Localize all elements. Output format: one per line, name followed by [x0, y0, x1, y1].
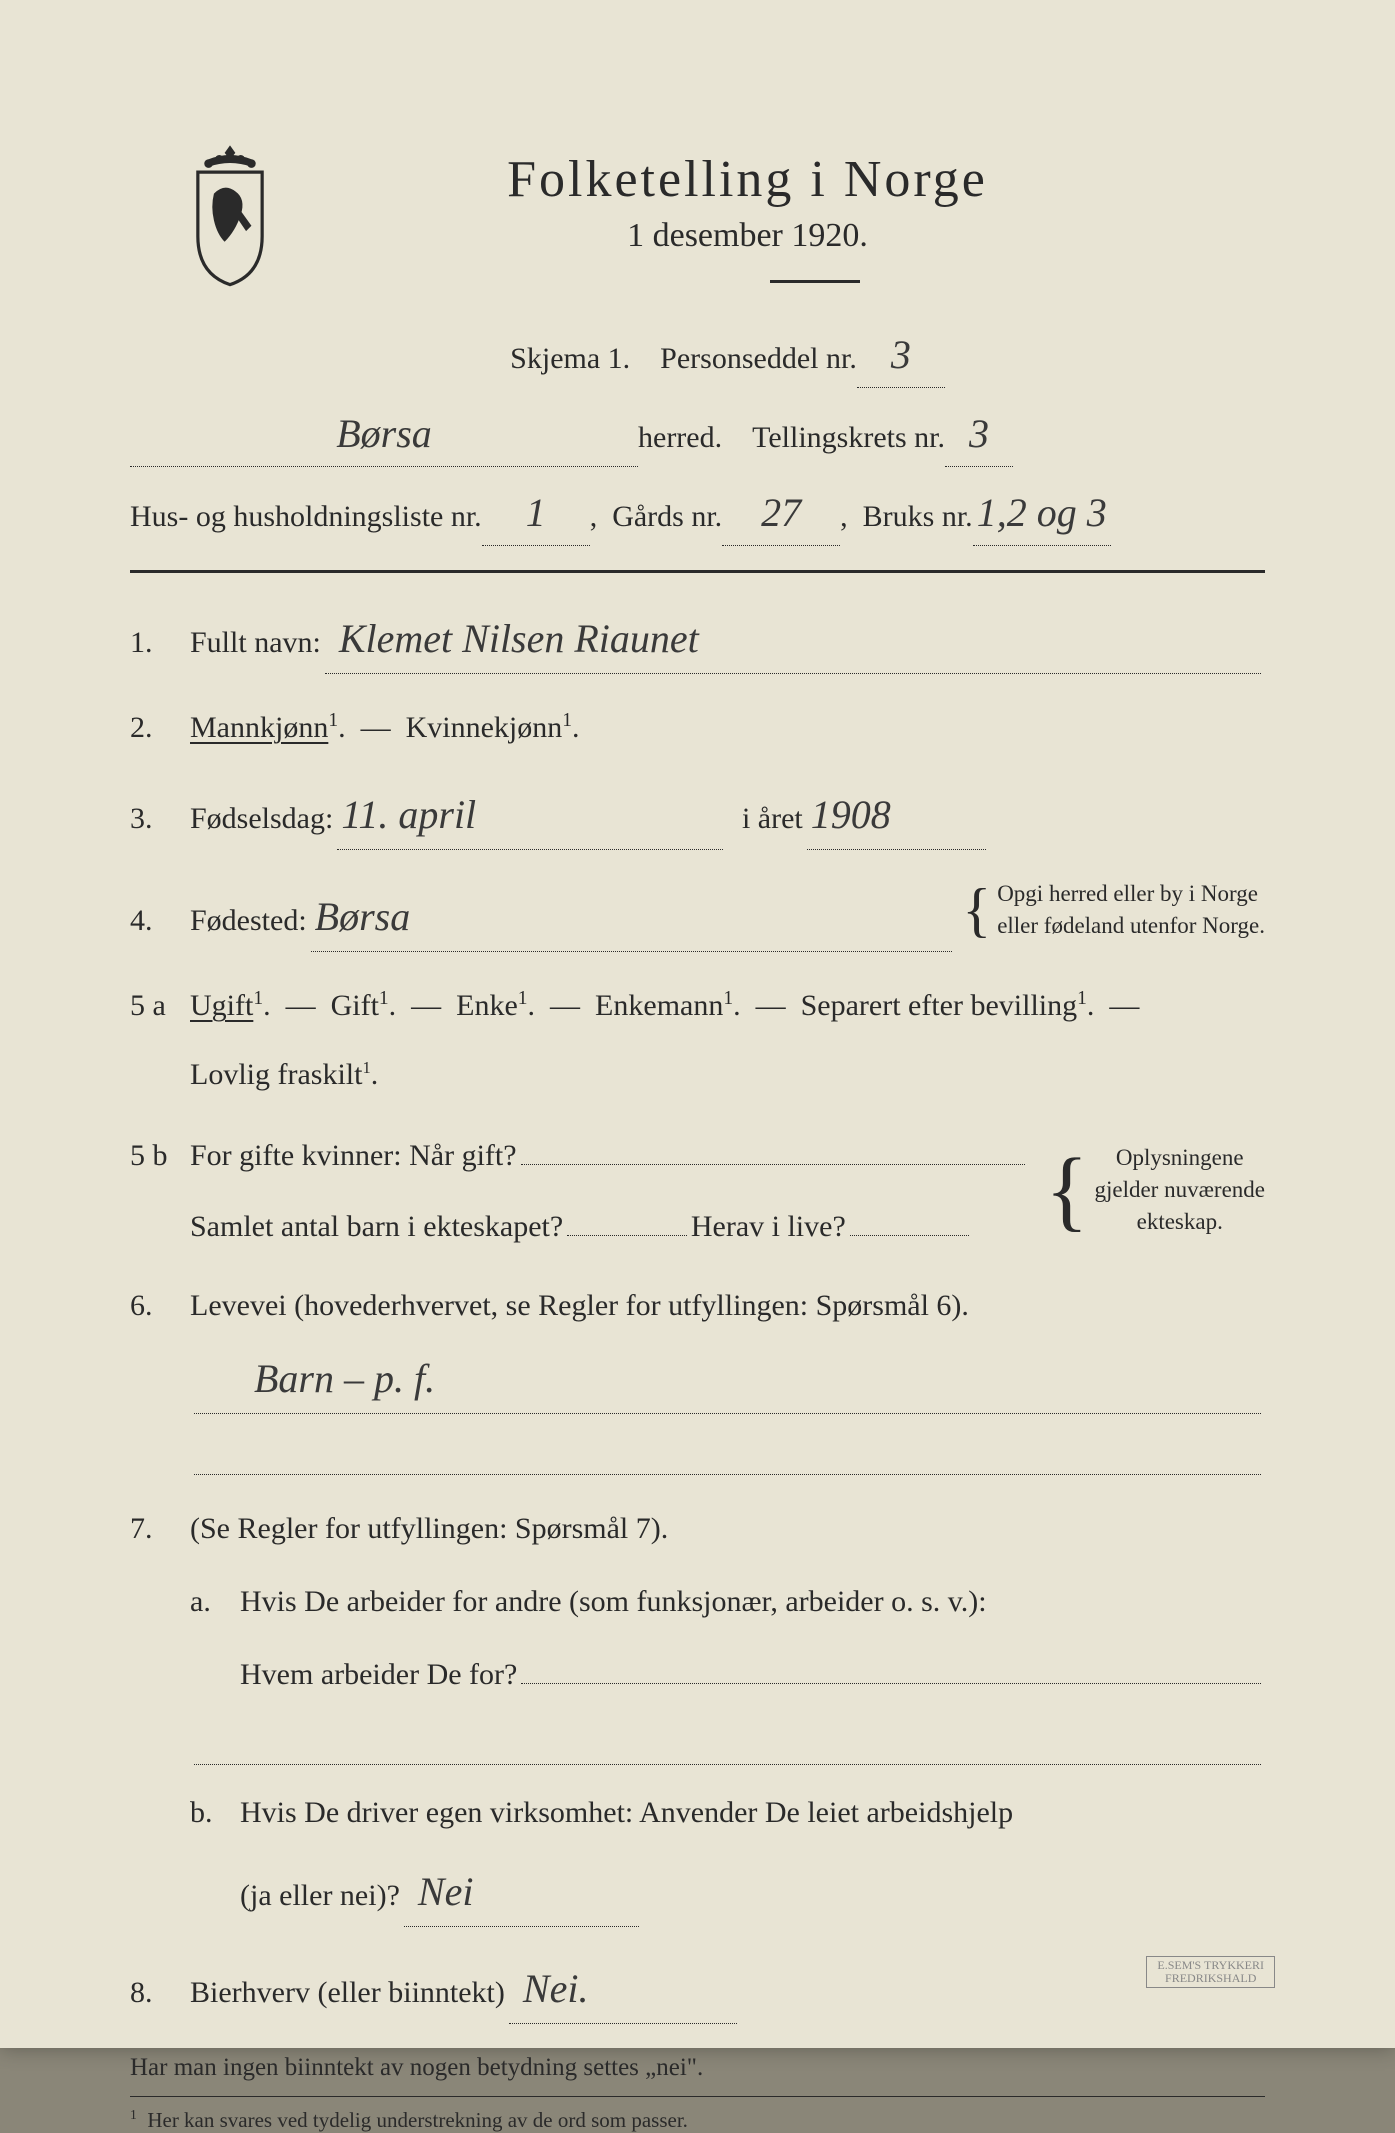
q3-num: 3.: [130, 793, 190, 844]
q5a-ugift: Ugift: [190, 989, 253, 1022]
q6-value: Barn – p. f.: [194, 1345, 1261, 1414]
q5b-note-2: gjelder nuværende: [1094, 1174, 1265, 1206]
census-form-page: Folketelling i Norge 1 desember 1920. Sk…: [0, 0, 1395, 2048]
footer-note: Har man ingen biinntekt av nogen betydni…: [130, 2054, 1265, 2082]
q8-value: Nei.: [509, 1955, 737, 2024]
q4-num: 4.: [130, 895, 190, 946]
meta-row-1: Skjema 1. Personseddel nr. 3: [130, 323, 1265, 388]
q5a-num: 5 a: [130, 980, 190, 1031]
footnote: 1 Her kan svares ved tydelig understrekn…: [130, 2107, 1265, 2133]
footnote-divider: [130, 2096, 1265, 2097]
q5a-gift: Gift: [331, 989, 379, 1022]
husliste-nr: 1: [482, 481, 590, 546]
q3-day: 11. april: [337, 781, 723, 850]
q3-year: 1908: [807, 781, 987, 850]
page-subtitle: 1 desember 1920.: [130, 217, 1265, 255]
q5b-note-3: ekteskap.: [1094, 1206, 1265, 1238]
q5b-fill1: [521, 1128, 1026, 1165]
q1-value: Klemet Nilsen Riaunet: [325, 605, 1261, 674]
q5a-enkemann: Enkemann: [595, 989, 723, 1022]
q5a-row: 5 a Ugift1. — Gift1. — Enke1. — Enkemann…: [130, 980, 1265, 1100]
q7a-num: a.: [190, 1576, 240, 1700]
q6-num: 6.: [130, 1280, 190, 1331]
main-divider: [130, 570, 1265, 573]
tellingskrets-nr: 3: [945, 402, 1013, 467]
q7a-label1: Hvis De arbeider for andre (som funksjon…: [240, 1576, 1265, 1627]
gards-nr: 27: [722, 481, 840, 546]
q6-label: Levevei (hovederhvervet, se Regler for u…: [190, 1280, 1265, 1331]
q7a-label2: Hvem arbeider De for?: [240, 1649, 517, 1700]
q2-female: Kvinnekjønn: [406, 711, 563, 744]
q4-note: { Opgi herred eller by i Norge eller fød…: [956, 878, 1265, 942]
q6-line2: [194, 1438, 1261, 1475]
q5b-label2: Samlet antal barn i ekteskapet?: [190, 1201, 563, 1252]
q5a-separert: Separert efter bevilling: [801, 989, 1078, 1022]
husliste-label: Hus- og husholdningsliste nr.: [130, 493, 482, 541]
bruks-label: Bruks nr.: [863, 493, 973, 541]
coat-of-arms-icon: [175, 140, 285, 290]
printer-stamp: E.SEM'S TRYKKERI FREDRIKSHALD: [1146, 1956, 1275, 1988]
q6-row: 6. Levevei (hovederhvervet, se Regler fo…: [130, 1280, 1265, 1475]
q4-row: 4. Fødested: Børsa { Opgi herred eller b…: [130, 878, 1265, 952]
q5b-fill2: [567, 1199, 687, 1236]
skjema-label: Skjema 1.: [510, 335, 630, 383]
q5a-fraskilt: Lovlig fraskilt: [190, 1058, 362, 1091]
q4-value: Børsa: [311, 883, 953, 952]
q4-note-2: eller fødeland utenfor Norge.: [997, 910, 1265, 942]
q5b-label3: Herav i live?: [691, 1201, 846, 1252]
q3-label: Fødselsdag:: [190, 793, 333, 844]
q2-row: 2. Mannkjønn1. — Kvinnekjønn1.: [130, 702, 1265, 753]
q8-num: 8.: [130, 1967, 190, 2018]
q5b-label1: For gifte kvinner: Når gift?: [190, 1130, 517, 1181]
tellingskrets-label: Tellingskrets nr.: [752, 414, 945, 462]
q5b-num: 5 b: [130, 1130, 190, 1181]
q7b-label1: Hvis De driver egen virksomhet: Anvender…: [240, 1787, 1265, 1838]
q1-label: Fullt navn:: [190, 617, 321, 668]
q7-row: 7. (Se Regler for utfyllingen: Spørsmål …: [130, 1503, 1265, 1927]
bruks-nr: 1,2 og 3: [973, 481, 1111, 546]
stamp-line1: E.SEM'S TRYKKERI: [1157, 1959, 1264, 1972]
herred-value: Børsa: [130, 402, 638, 467]
footnote-text: Her kan svares ved tydelig understreknin…: [147, 2108, 688, 2132]
q8-row: 8. Bierhverv (eller biinntekt) Nei.: [130, 1955, 1265, 2024]
q5b-note: { Oplysningene gjelder nuværende ekteska…: [1039, 1142, 1265, 1239]
q4-label: Fødested:: [190, 895, 307, 946]
q2-num: 2.: [130, 702, 190, 753]
personseddel-label: Personseddel nr.: [660, 335, 857, 383]
q5a-enke: Enke: [456, 989, 518, 1022]
page-title: Folketelling i Norge: [130, 150, 1265, 209]
title-divider: [770, 280, 860, 283]
herred-label: herred.: [638, 414, 722, 462]
q5b-fill3: [850, 1199, 970, 1236]
q5b-note-1: Oplysningene: [1094, 1142, 1265, 1174]
q1-num: 1.: [130, 617, 190, 668]
q7a-fill: [521, 1647, 1261, 1684]
meta-row-3: Hus- og husholdningsliste nr. 1 , Gårds …: [130, 481, 1265, 546]
q7b-num: b.: [190, 1787, 240, 1927]
stamp-line2: FREDRIKSHALD: [1157, 1972, 1264, 1985]
q5b-row: 5 b For gifte kvinner: Når gift? Samlet …: [130, 1128, 1265, 1252]
q7b-label2: (ja eller nei)?: [240, 1870, 400, 1921]
meta-row-2: Børsa herred. Tellingskrets nr. 3: [130, 402, 1265, 467]
footnote-num: 1: [130, 2107, 137, 2122]
q1-row: 1. Fullt navn: Klemet Nilsen Riaunet: [130, 605, 1265, 674]
q4-note-1: Opgi herred eller by i Norge: [997, 878, 1265, 910]
q8-label: Bierhverv (eller biinntekt): [190, 1967, 505, 2018]
personseddel-nr: 3: [857, 323, 945, 388]
q2-male: Mannkjønn: [190, 711, 328, 744]
q7-midline: [194, 1728, 1261, 1765]
q7b-value: Nei: [404, 1858, 640, 1927]
q3-year-label: i året: [742, 793, 803, 844]
gards-label: Gårds nr.: [612, 493, 722, 541]
q7-label: (Se Regler for utfyllingen: Spørsmål 7).: [190, 1503, 1265, 1554]
q7-num: 7.: [130, 1503, 190, 1554]
q3-row: 3. Fødselsdag: 11. april i året 1908: [130, 781, 1265, 850]
